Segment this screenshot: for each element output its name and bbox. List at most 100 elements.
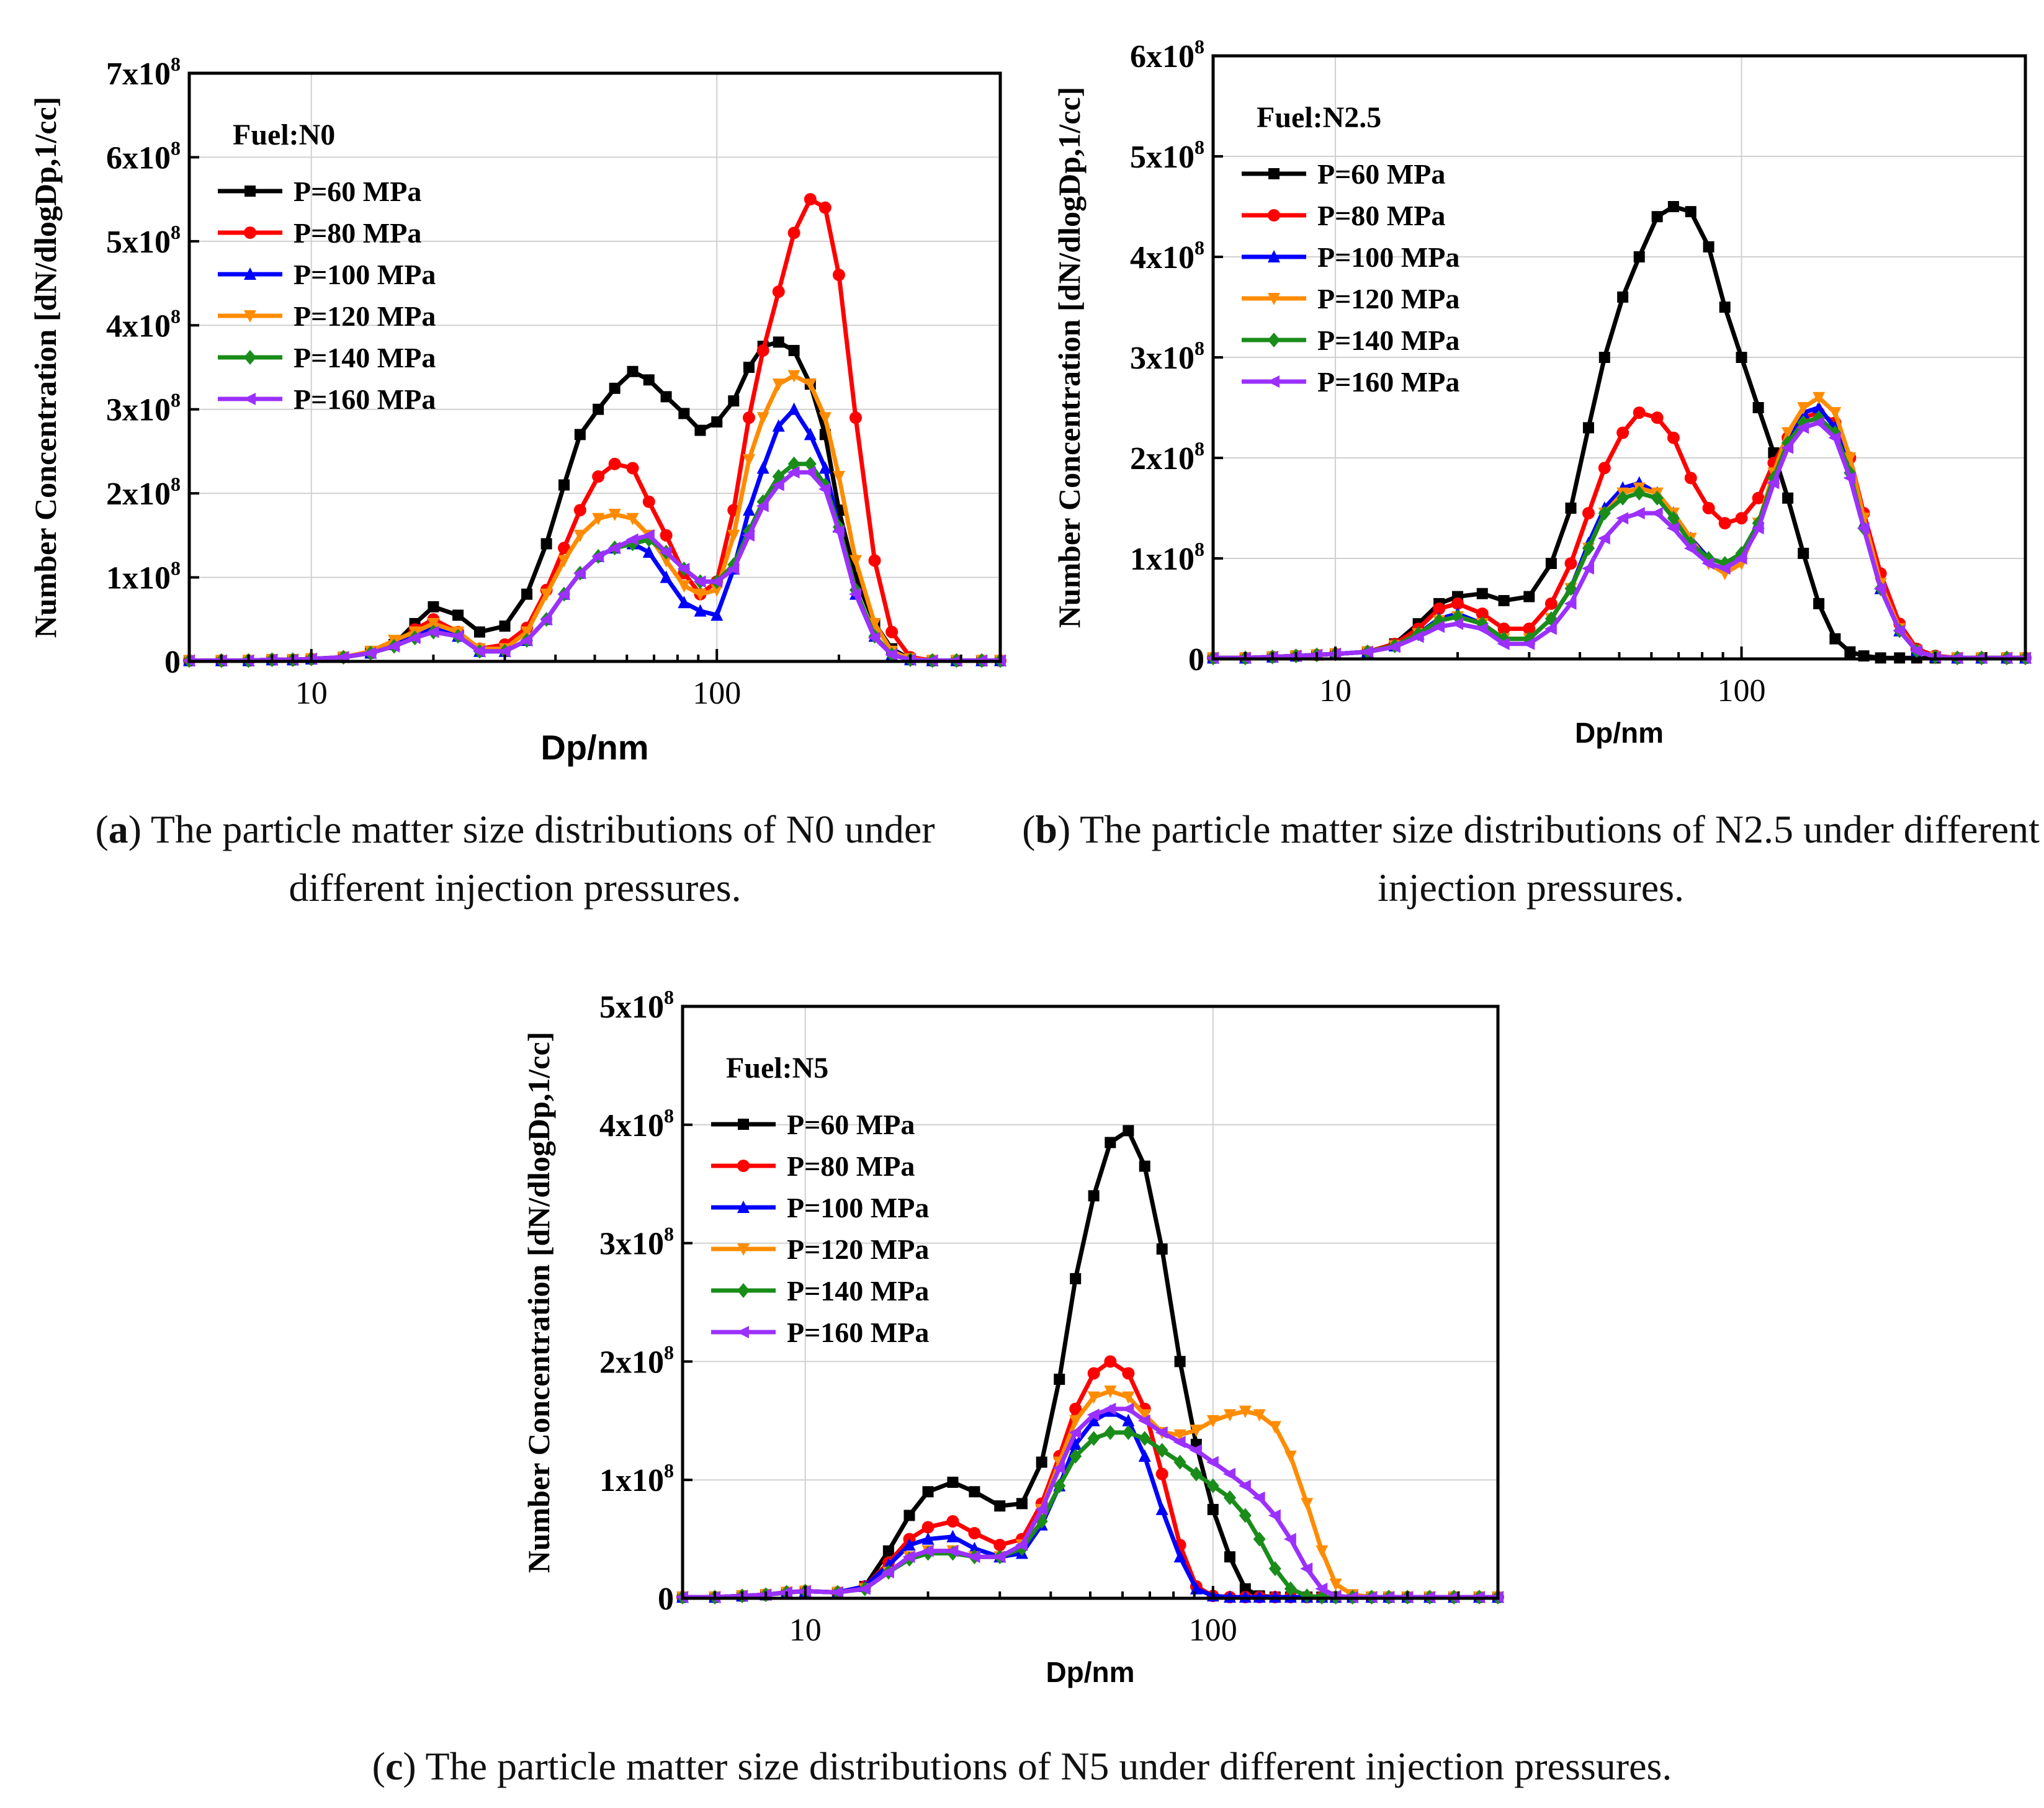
data-point-17 bbox=[1598, 462, 1611, 475]
data-point-21 bbox=[1138, 1409, 1151, 1422]
data-point-20 bbox=[625, 533, 639, 546]
data-point-18 bbox=[1087, 1391, 1100, 1404]
data-point-15 bbox=[539, 613, 552, 626]
data-point-23 bbox=[1702, 502, 1715, 514]
data-point-10 bbox=[922, 1486, 934, 1498]
data-point-28 bbox=[1253, 1531, 1266, 1547]
y-tick-label: 1x108 bbox=[599, 1459, 674, 1498]
y-tick-mantissa: 3x10 bbox=[1130, 341, 1195, 376]
data-point-22 bbox=[1683, 542, 1697, 555]
legend-label: P=100 MPa bbox=[1317, 241, 1459, 273]
data-point-28 bbox=[1252, 1491, 1265, 1504]
data-point-26 bbox=[1223, 1409, 1236, 1422]
data-point-21 bbox=[1667, 201, 1679, 212]
data-point-19 bbox=[1632, 507, 1645, 520]
y-tick-label: 6x108 bbox=[106, 136, 181, 176]
data-point-18 bbox=[592, 512, 605, 526]
data-point-14 bbox=[521, 626, 534, 639]
caption-a: (a) The particle matter size distributio… bbox=[95, 807, 935, 910]
data-point-33 bbox=[1857, 522, 1870, 535]
data-point-24 bbox=[694, 604, 707, 617]
data-point-legend bbox=[738, 1119, 749, 1130]
data-point-32 bbox=[1843, 472, 1856, 485]
legend-item: P=100 MPa bbox=[1242, 241, 1459, 273]
data-point-7 bbox=[1387, 640, 1401, 653]
legend-title: Fuel:N0 bbox=[233, 119, 335, 151]
data-point-27 bbox=[1767, 477, 1780, 490]
y-tick-mantissa: 1x10 bbox=[599, 1463, 664, 1498]
legend-title: Fuel:N2.5 bbox=[1257, 101, 1381, 134]
y-tick-exponent: 8 bbox=[1195, 538, 1204, 560]
data-point-22 bbox=[660, 529, 673, 542]
y-tick-label: 2x108 bbox=[1130, 437, 1204, 477]
series-p-140-mpa bbox=[676, 1425, 1504, 1605]
data-point-31 bbox=[1828, 431, 1841, 444]
data-point-32 bbox=[1844, 452, 1857, 465]
data-point-33 bbox=[832, 269, 845, 282]
data-point-25 bbox=[1206, 1415, 1219, 1428]
data-point-29 bbox=[1797, 402, 1810, 414]
data-point-20 bbox=[626, 512, 639, 526]
data-point-29 bbox=[1268, 1509, 1281, 1522]
data-point-legend bbox=[1268, 333, 1280, 347]
data-point-23 bbox=[678, 580, 691, 593]
y-tick-label: 4x108 bbox=[599, 1104, 674, 1143]
data-point-31 bbox=[1829, 407, 1842, 420]
data-point-20 bbox=[626, 462, 639, 475]
data-point-20 bbox=[1122, 1391, 1135, 1404]
data-point-19 bbox=[1103, 1402, 1116, 1415]
data-point-22 bbox=[1685, 206, 1697, 218]
data-point-29 bbox=[1268, 1421, 1281, 1434]
data-point-31 bbox=[803, 466, 816, 479]
legend-item: P=60 MPa bbox=[218, 176, 421, 207]
data-point-10 bbox=[1451, 597, 1464, 610]
data-point-30 bbox=[787, 466, 800, 479]
data-point-21 bbox=[1667, 511, 1680, 526]
x-tick-label: 10 bbox=[1319, 673, 1351, 709]
data-point-32 bbox=[1315, 1582, 1328, 1595]
y-tick-exponent: 8 bbox=[171, 53, 181, 75]
data-point-12 bbox=[968, 1527, 981, 1540]
y-tick-exponent: 8 bbox=[171, 389, 181, 411]
data-point-28 bbox=[1781, 441, 1794, 454]
data-point-14 bbox=[1544, 597, 1558, 610]
series-p-160-mpa bbox=[182, 466, 1006, 667]
data-point-20 bbox=[1651, 211, 1663, 223]
y-tick-label: 2x108 bbox=[599, 1341, 674, 1380]
data-point-15 bbox=[540, 538, 552, 550]
y-tick-label: 3x108 bbox=[1130, 337, 1204, 376]
gridlines bbox=[683, 1006, 1498, 1598]
data-point-28 bbox=[1782, 492, 1794, 504]
x-axis-title: Dp/nm bbox=[1046, 1656, 1134, 1688]
data-point-25 bbox=[1734, 552, 1747, 565]
y-tick-label: 7x108 bbox=[106, 53, 181, 92]
y-tick-label: 0 bbox=[658, 1582, 674, 1617]
y-tick-label: 1x108 bbox=[1130, 538, 1204, 577]
data-point-13 bbox=[1522, 637, 1535, 650]
data-point-35 bbox=[1893, 624, 1906, 637]
data-point-17 bbox=[1069, 1449, 1082, 1464]
data-point-25 bbox=[1206, 1456, 1219, 1469]
data-point-21 bbox=[1137, 1414, 1150, 1427]
data-point-26 bbox=[1752, 402, 1764, 413]
data-point-19 bbox=[607, 542, 621, 555]
y-tick-exponent: 8 bbox=[171, 221, 181, 243]
data-point-24 bbox=[1190, 1582, 1203, 1595]
data-point-21 bbox=[642, 545, 655, 558]
x-tick-label: 10 bbox=[789, 1613, 822, 1648]
data-point-8 bbox=[882, 1545, 894, 1557]
data-point-25 bbox=[1207, 1503, 1219, 1515]
data-point-17 bbox=[1070, 1273, 1082, 1284]
legend-label: P=120 MPa bbox=[294, 300, 436, 332]
data-point-20 bbox=[1650, 507, 1663, 520]
data-point-11 bbox=[946, 1544, 959, 1557]
data-point-17 bbox=[573, 566, 586, 580]
data-point-25 bbox=[1736, 352, 1747, 363]
data-point-23 bbox=[1701, 557, 1715, 570]
y-tick-exponent: 8 bbox=[664, 986, 674, 1008]
y-tick-label: 4x108 bbox=[106, 305, 181, 344]
y-tick-mantissa: 5x10 bbox=[106, 225, 171, 260]
